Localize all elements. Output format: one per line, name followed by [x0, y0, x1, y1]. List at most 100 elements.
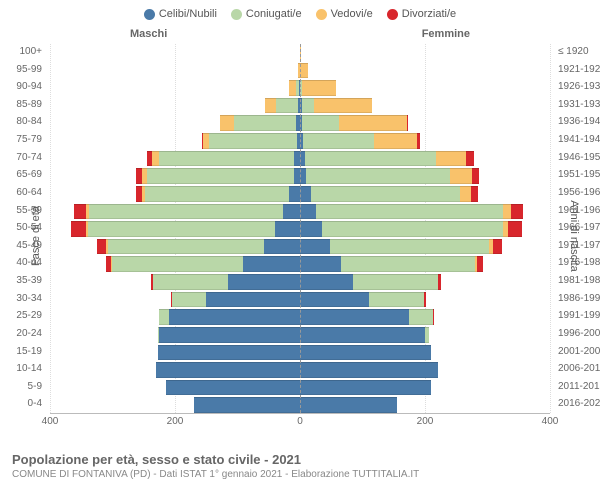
- birth-year-label: 1961-1965: [558, 203, 600, 221]
- bar-segment: [228, 274, 300, 290]
- bar-segment: [302, 98, 315, 114]
- birth-year-label: 1991-1995: [558, 308, 600, 326]
- bar-segment: [424, 292, 426, 308]
- legend-item: Divorziati/e: [387, 8, 456, 20]
- bar-segment: [142, 168, 147, 184]
- legend-item: Coniugati/e: [231, 8, 302, 20]
- bar-segment: [289, 186, 300, 202]
- bar-segment: [159, 151, 293, 167]
- birth-year-label: 1926-1930: [558, 79, 600, 97]
- bar-segment: [311, 186, 460, 202]
- bar-segment: [158, 327, 159, 343]
- bar-segment: [303, 133, 375, 149]
- female-bar: [300, 63, 308, 79]
- bar-segment: [302, 115, 340, 131]
- age-label: 55-59: [2, 203, 42, 221]
- bar-segment: [417, 133, 420, 149]
- bar-segment: [302, 80, 336, 96]
- bar-segment: [209, 133, 297, 149]
- bar-segment: [202, 133, 203, 149]
- bar-segment: [306, 168, 450, 184]
- female-bar: [300, 380, 431, 396]
- pyramid-chart: 100+≤ 192095-991921-192590-941926-193085…: [50, 44, 550, 434]
- bar-segment: [300, 309, 409, 325]
- female-bar: [300, 80, 336, 96]
- female-bar: [300, 115, 408, 131]
- birth-year-label: 2006-2010: [558, 361, 600, 379]
- bar-segment: [300, 380, 431, 396]
- female-bar: [300, 397, 397, 413]
- male-bar: [136, 168, 300, 184]
- female-bar: [300, 327, 429, 343]
- bar-segment: [374, 133, 417, 149]
- age-label: 65-69: [2, 167, 42, 185]
- male-bar: [97, 239, 300, 255]
- bar-segment: [111, 256, 242, 272]
- bar-segment: [450, 168, 472, 184]
- bar-segment: [300, 362, 438, 378]
- bar-segment: [166, 380, 300, 396]
- male-bar: [289, 80, 300, 96]
- birth-year-label: 1971-1975: [558, 238, 600, 256]
- plot-area: 100+≤ 192095-991921-192590-941926-193085…: [50, 44, 550, 414]
- legend: Celibi/NubiliConiugati/eVedovi/eDivorzia…: [0, 0, 600, 24]
- male-bar: [166, 380, 300, 396]
- male-bar: [220, 115, 300, 131]
- bar-segment: [289, 80, 295, 96]
- bar-segment: [203, 133, 209, 149]
- bar-segment: [407, 115, 408, 131]
- birth-year-label: 1931-1935: [558, 97, 600, 115]
- bar-segment: [300, 186, 311, 202]
- bar-segment: [322, 221, 503, 237]
- bar-segment: [111, 256, 112, 272]
- x-tick-label: 400: [42, 416, 59, 427]
- bar-segment: [86, 204, 89, 220]
- female-bar: [300, 274, 441, 290]
- bar-segment: [172, 292, 206, 308]
- bar-segment: [153, 274, 228, 290]
- bar-segment: [511, 204, 524, 220]
- legend-label: Coniugati/e: [246, 8, 302, 20]
- bar-segment: [316, 204, 504, 220]
- male-bar: [71, 221, 300, 237]
- legend-label: Divorziati/e: [402, 8, 456, 20]
- age-label: 90-94: [2, 79, 42, 97]
- bar-segment: [147, 168, 294, 184]
- bar-segment: [300, 327, 425, 343]
- bar-segment: [508, 221, 522, 237]
- bar-segment: [265, 98, 276, 114]
- male-bar: [106, 256, 300, 272]
- bar-segment: [493, 239, 502, 255]
- male-bar: [158, 327, 300, 343]
- bar-segment: [300, 274, 353, 290]
- bar-segment: [156, 362, 300, 378]
- age-label: 15-19: [2, 344, 42, 362]
- bar-segment: [409, 309, 433, 325]
- age-label: 25-29: [2, 308, 42, 326]
- male-bar: [151, 274, 300, 290]
- female-bar: [300, 98, 372, 114]
- birth-year-label: 1966-1970: [558, 220, 600, 238]
- birth-year-label: 1996-2000: [558, 326, 600, 344]
- bar-segment: [300, 345, 431, 361]
- bar-segment: [106, 239, 107, 255]
- age-label: 0-4: [2, 396, 42, 414]
- female-bar: [300, 168, 479, 184]
- bar-segment: [353, 274, 437, 290]
- bar-segment: [89, 204, 283, 220]
- age-label: 95-99: [2, 62, 42, 80]
- female-bar: [300, 151, 474, 167]
- bar-segment: [300, 292, 369, 308]
- male-bar: [158, 345, 301, 361]
- female-bar: [300, 204, 523, 220]
- birth-year-label: 2001-2005: [558, 344, 600, 362]
- bar-segment: [169, 309, 300, 325]
- bar-segment: [472, 168, 480, 184]
- birth-year-label: 2011-2015: [558, 379, 600, 397]
- female-header: Femmine: [422, 28, 470, 40]
- bar-segment: [151, 274, 153, 290]
- bar-segment: [136, 186, 142, 202]
- female-bar: [300, 309, 434, 325]
- center-axis: [300, 44, 301, 413]
- bar-segment: [300, 239, 330, 255]
